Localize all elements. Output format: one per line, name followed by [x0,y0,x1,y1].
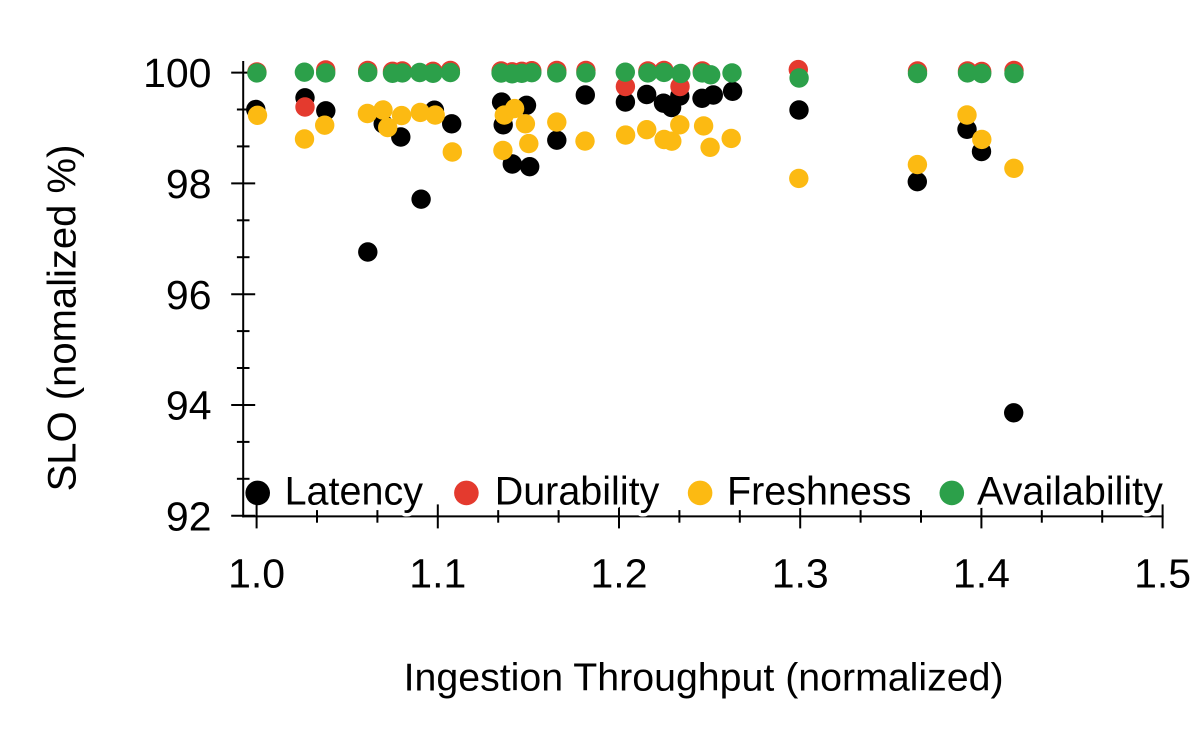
svg-text:1.0: 1.0 [228,550,285,596]
svg-text:Durability: Durability [495,470,660,514]
svg-text:96: 96 [166,272,212,318]
svg-text:1.3: 1.3 [772,550,829,596]
svg-text:Latency: Latency [285,470,424,514]
svg-text:Freshness: Freshness [727,470,911,514]
svg-text:Availability: Availability [977,470,1163,514]
svg-text:1.2: 1.2 [591,550,648,596]
svg-text:100: 100 [143,50,211,96]
svg-text:94: 94 [166,383,212,429]
svg-text:SLO (nomalized %): SLO (nomalized %) [41,145,85,492]
svg-text:92: 92 [166,493,212,539]
svg-text:98: 98 [166,161,212,207]
svg-text:Ingestion Throughput (normaliz: Ingestion Throughput (normalized) [404,656,1004,700]
svg-text:1.4: 1.4 [953,550,1010,596]
svg-text:1.5: 1.5 [1134,550,1191,596]
svg-text:1.1: 1.1 [409,550,466,596]
